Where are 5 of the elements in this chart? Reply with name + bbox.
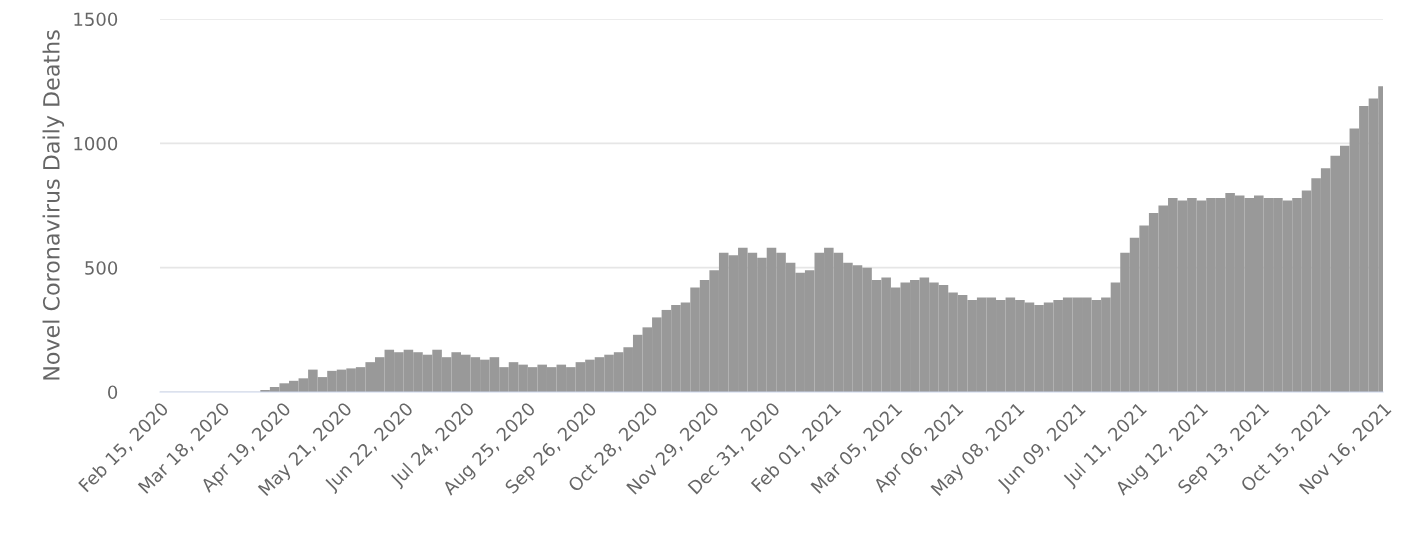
y-tick-label: 1000 [74, 136, 118, 151]
y-tick-label: 500 [85, 261, 118, 275]
y-tick-label: 0 [108, 385, 118, 400]
y-tick-label: 1500 [74, 12, 118, 27]
y-axis-title: Novel Coronavirus Daily Deaths [42, 30, 65, 380]
